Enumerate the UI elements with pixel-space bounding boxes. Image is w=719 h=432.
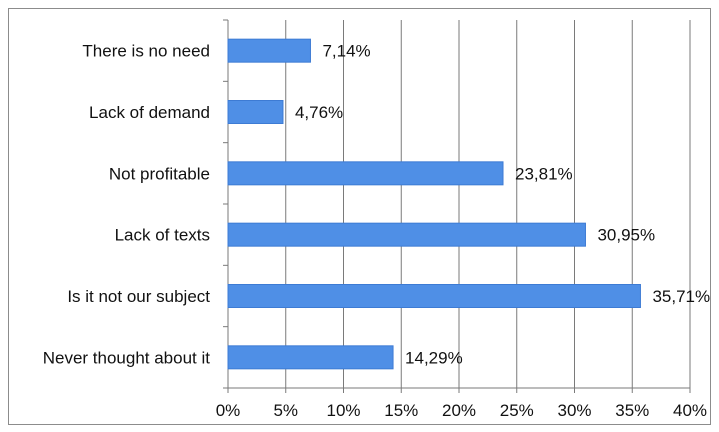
x-tick-label: 25%: [500, 401, 534, 420]
x-tick-label: 35%: [615, 401, 649, 420]
bar: [227, 100, 284, 124]
bar: [227, 161, 504, 186]
data-label: 30,95%: [597, 226, 655, 245]
data-label: 35,71%: [652, 287, 710, 306]
labels: 0% 5% 10% 15% 20% 25% 30% 35% 40% There is no nee…: [43, 42, 710, 420]
category-label: Not profitable: [109, 164, 210, 183]
bar: [227, 345, 394, 370]
category-label: Never thought about it: [43, 348, 211, 367]
x-tick-label: 30%: [557, 401, 591, 420]
category-label: Lack of demand: [89, 103, 210, 122]
x-tick-label: 15%: [384, 401, 418, 420]
x-tick-label: 5%: [273, 401, 298, 420]
data-label: 7,14%: [322, 42, 370, 61]
x-tick-label: 20%: [442, 401, 476, 420]
bars: [227, 38, 641, 370]
x-tick-label: 40%: [673, 401, 707, 420]
x-tick-label: 10%: [326, 401, 360, 420]
axes: [223, 19, 691, 393]
bar: [227, 38, 311, 63]
bar: [227, 284, 641, 308]
category-label: Lack of texts: [115, 226, 210, 245]
data-label: 14,29%: [405, 348, 463, 367]
bar: [227, 222, 586, 247]
grid-lines: [285, 20, 691, 388]
data-label: 4,76%: [295, 103, 343, 122]
category-label: There is no need: [82, 42, 210, 61]
category-label: Is it not our subject: [67, 287, 210, 306]
x-tick-label: 0%: [216, 401, 241, 420]
data-label: 23,81%: [515, 164, 573, 183]
